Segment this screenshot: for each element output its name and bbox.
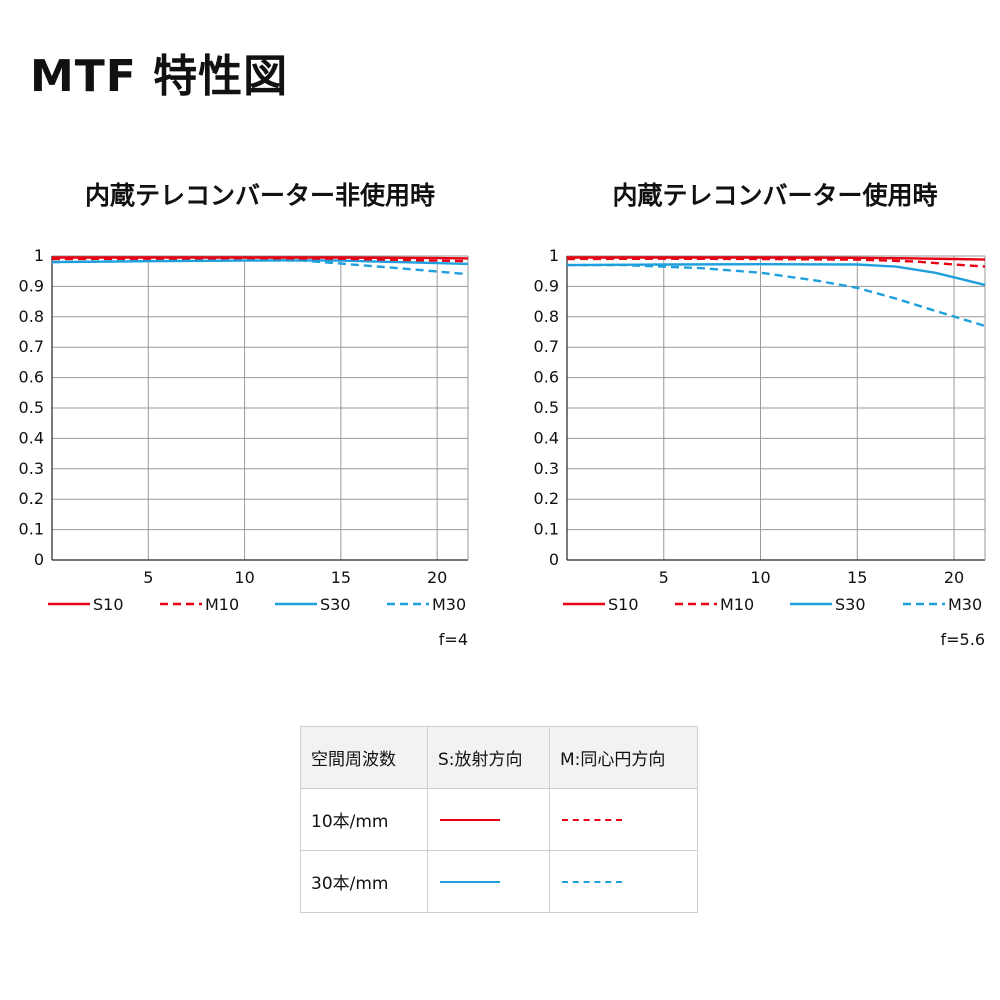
y-tick-label: 0 [549, 550, 559, 569]
x-tick-label: 10 [234, 568, 254, 587]
series-line-m30 [51, 259, 469, 276]
aperture-label: f=5.6 [941, 630, 985, 649]
y-tick-label: 0.4 [534, 428, 559, 447]
key-row-label: 10本/mm [300, 788, 428, 851]
aperture-label: f=4 [439, 630, 468, 649]
chart-title-without-teleconverter: 内蔵テレコンバーター非使用時 [84, 181, 435, 210]
series-line-s10 [567, 256, 986, 261]
y-tick-label: 0.5 [534, 398, 559, 417]
x-tick-label: 5 [659, 568, 669, 587]
x-tick-label: 5 [143, 568, 153, 587]
y-tick-label: 0.2 [19, 489, 44, 508]
legend-label-s30: S30 [835, 595, 866, 614]
legend-label-s10: S10 [93, 595, 124, 614]
series-line-m30 [567, 263, 986, 328]
y-tick-label: 0.6 [19, 368, 44, 387]
y-tick-label: 0.8 [534, 307, 559, 326]
legend-label-s10: S10 [608, 595, 639, 614]
y-tick-label: 0.3 [19, 459, 44, 478]
key-row-label: 30本/mm [300, 850, 428, 913]
legend-label-m30: M30 [432, 595, 466, 614]
series-line-m10 [566, 257, 986, 268]
series-line-s30 [566, 263, 986, 287]
key-header-sagittal: S:放射方向 [427, 726, 550, 789]
y-tick-label: 0.1 [534, 520, 559, 539]
legend-label-m10: M10 [720, 595, 754, 614]
y-tick-label: 0.9 [534, 276, 559, 295]
y-tick-label: 1 [549, 246, 559, 265]
y-tick-label: 0.3 [534, 459, 559, 478]
y-tick-label: 0.7 [19, 337, 44, 356]
legend-label-s30: S30 [320, 595, 351, 614]
x-tick-label: 10 [750, 568, 770, 587]
y-tick-label: 0.4 [19, 428, 44, 447]
series-line-m10 [51, 256, 469, 263]
x-tick-label: 20 [427, 568, 447, 587]
key-swatch-m10 [562, 818, 622, 821]
key-swatch-s10 [440, 818, 500, 821]
y-tick-label: 0.6 [534, 368, 559, 387]
y-tick-label: 0.5 [19, 398, 44, 417]
chart-title-with-teleconverter: 内蔵テレコンバーター使用時 [612, 181, 938, 210]
legend-key-table: 空間周波数 S:放射方向 M:同心円方向 10本/mm 30本/mm [300, 726, 698, 913]
y-tick-label: 0 [34, 550, 44, 569]
key-row-10: 10本/mm [300, 788, 698, 851]
key-swatch-s30 [440, 880, 500, 883]
key-swatch-m30 [562, 880, 622, 883]
legend-label-m30: M30 [948, 595, 982, 614]
legend-label-m10: M10 [205, 595, 239, 614]
key-header-frequency: 空間周波数 [300, 726, 428, 789]
y-tick-label: 1 [34, 246, 44, 265]
y-tick-label: 0.7 [534, 337, 559, 356]
x-tick-label: 20 [944, 568, 964, 587]
key-header-meridional: M:同心円方向 [549, 726, 698, 789]
key-row-30: 30本/mm [300, 850, 698, 913]
y-tick-label: 0.2 [534, 489, 559, 508]
x-tick-label: 15 [847, 568, 867, 587]
x-tick-label: 15 [331, 568, 351, 587]
y-tick-label: 0.1 [19, 520, 44, 539]
y-tick-label: 0.9 [19, 276, 44, 295]
page-title: MTF 特性図 [30, 51, 289, 102]
key-header-row: 空間周波数 S:放射方向 M:同心円方向 [300, 726, 698, 789]
mtf-chart-0: 1 0.9 0.8 0.7 0.6 0.5 0.4 0.3 0.2 0.1 0 5 10 15 20 S10 M… [19, 246, 469, 649]
mtf-chart-1: 1 0.9 0.8 0.7 0.6 0.5 0.4 0.3 0.2 0.1 0 5 10 15 20 S10 M… [534, 246, 986, 649]
y-tick-label: 0.8 [19, 307, 44, 326]
